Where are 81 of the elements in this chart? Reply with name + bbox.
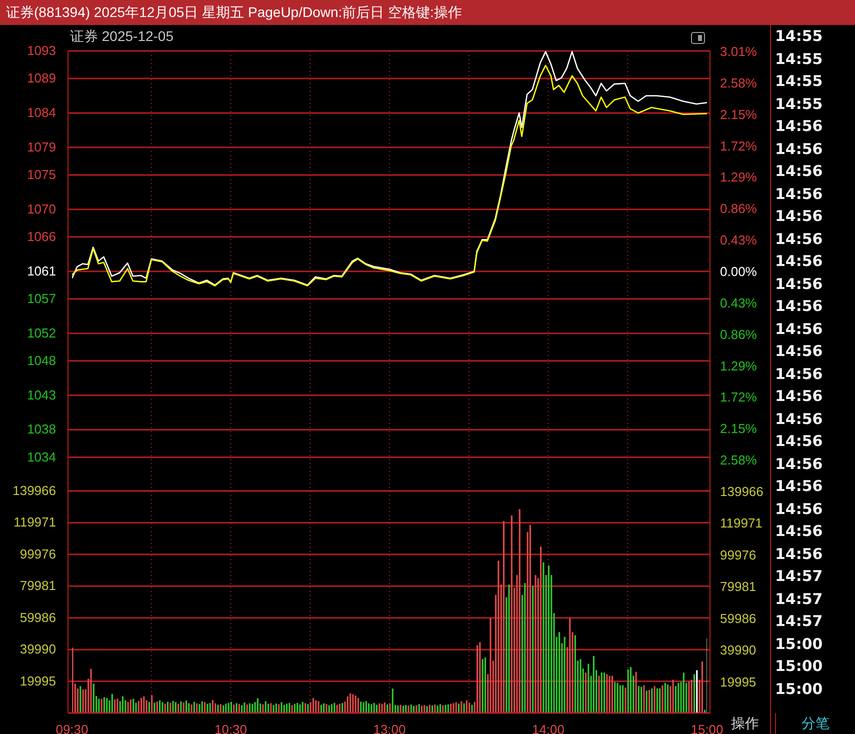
text: 14:56 [775, 386, 824, 407]
text: 14:56 [775, 521, 824, 542]
y-tick-label: 1034 [27, 449, 56, 464]
text: 15:00 [775, 634, 824, 654]
text: 14:56 [775, 408, 824, 430]
text: 15:00 [775, 678, 824, 700]
text: 分笔 [774, 713, 855, 734]
text: 14:55 [775, 48, 824, 70]
y-tick-label: 1061 [27, 263, 56, 278]
y2-tick-label: 2.15% [720, 106, 758, 122]
x-tick-label: 14:00 [532, 722, 565, 734]
text: 14:56 [775, 228, 824, 250]
text: 14:57 [775, 611, 824, 632]
text: 14:56 [775, 184, 824, 204]
y2-tick-label: 3.01% [720, 44, 758, 59]
y-tick-label: 1084 [27, 104, 56, 120]
y2-tick-label: 0.86% [720, 326, 758, 342]
text: 14:56 [775, 454, 824, 474]
y-tick-label: 1048 [27, 352, 56, 368]
text: 14:56 [775, 476, 824, 497]
y2-tick-label: 2.15% [720, 421, 758, 436]
y-tick-label: 1079 [27, 139, 56, 154]
y-tick-label: 1043 [27, 387, 56, 402]
text: 操作 [730, 715, 759, 731]
y-tick-label: 99976 [20, 546, 56, 562]
y2-tick-label: 1.72% [720, 138, 758, 154]
text: 15:00 [775, 656, 824, 677]
y2-tick-label: 59986 [720, 610, 756, 626]
x-tick-label: 09:30 [56, 722, 88, 734]
text: 14:55 [775, 26, 824, 47]
text: 14:57 [775, 566, 824, 587]
text: 14:56 [775, 498, 824, 520]
text: 14:56 [775, 274, 824, 294]
text: 14:55 [775, 94, 824, 114]
y2-tick-label: 0.43% [720, 232, 758, 248]
y-tick-label: 1057 [27, 290, 56, 306]
text: 14:56 [775, 544, 824, 564]
y2-tick-label: 2.58% [720, 75, 758, 90]
y-tick-label: 1089 [27, 70, 56, 86]
y2-tick-label: 119971 [720, 516, 762, 531]
y-tick-label: 139966 [12, 483, 56, 498]
text: 14:56 [775, 341, 824, 362]
y-tick-label: 1075 [27, 166, 56, 182]
y2-tick-label: 79981 [720, 579, 756, 594]
y-tick-label: 1093 [27, 43, 56, 58]
y-tick-label: 39990 [20, 642, 56, 657]
text: 14:57 [775, 588, 824, 610]
text: 14:56 [775, 318, 824, 340]
x-tick-label: 15:00 [690, 722, 724, 734]
chart-title: 证券(881394) 2025年12月05日 星期五 PageUp/Down:前后日 空格键:操作 [0, 0, 855, 25]
y2-tick-label: 1.29% [720, 170, 758, 185]
y-tick-label: 1070 [27, 201, 56, 216]
y-tick-label: 1052 [27, 325, 56, 340]
y2-tick-label: 1.29% [720, 358, 758, 374]
text: 14:56 [775, 364, 824, 384]
y2-tick-label: 99976 [720, 547, 756, 562]
text: 14:56 [775, 251, 824, 272]
text: 14:56 [775, 296, 824, 317]
y2-tick-label: 0.43% [720, 295, 758, 310]
text: 14:55 [775, 71, 824, 92]
y-tick-label: 1038 [27, 422, 56, 437]
text: 14:56 [775, 206, 824, 227]
text: 14:56 [775, 161, 824, 182]
y-tick-label: 19995 [20, 673, 56, 688]
y2-tick-label: 139966 [720, 484, 764, 499]
text: 14:56 [775, 116, 824, 137]
y2-tick-label: 39990 [720, 642, 756, 658]
y-tick-label: 59986 [20, 610, 56, 625]
x-tick-label: 13:00 [373, 722, 406, 734]
text: 14:56 [775, 431, 824, 452]
y2-tick-label: 0.00% [720, 264, 758, 279]
y2-tick-label: 19995 [720, 674, 756, 690]
y2-tick-label: 0.86% [720, 201, 758, 216]
y-tick-label: 79981 [20, 578, 56, 594]
x-tick-label: 10:30 [214, 722, 248, 734]
chart-subtitle: 证券 2025-12-05 [70, 28, 174, 46]
y-tick-label: 119971 [14, 514, 56, 530]
text: 14:56 [775, 138, 824, 160]
y2-tick-label: 2.58% [720, 452, 758, 468]
y-tick-label: 1066 [27, 228, 56, 244]
y2-tick-label: 1.72% [720, 390, 758, 405]
